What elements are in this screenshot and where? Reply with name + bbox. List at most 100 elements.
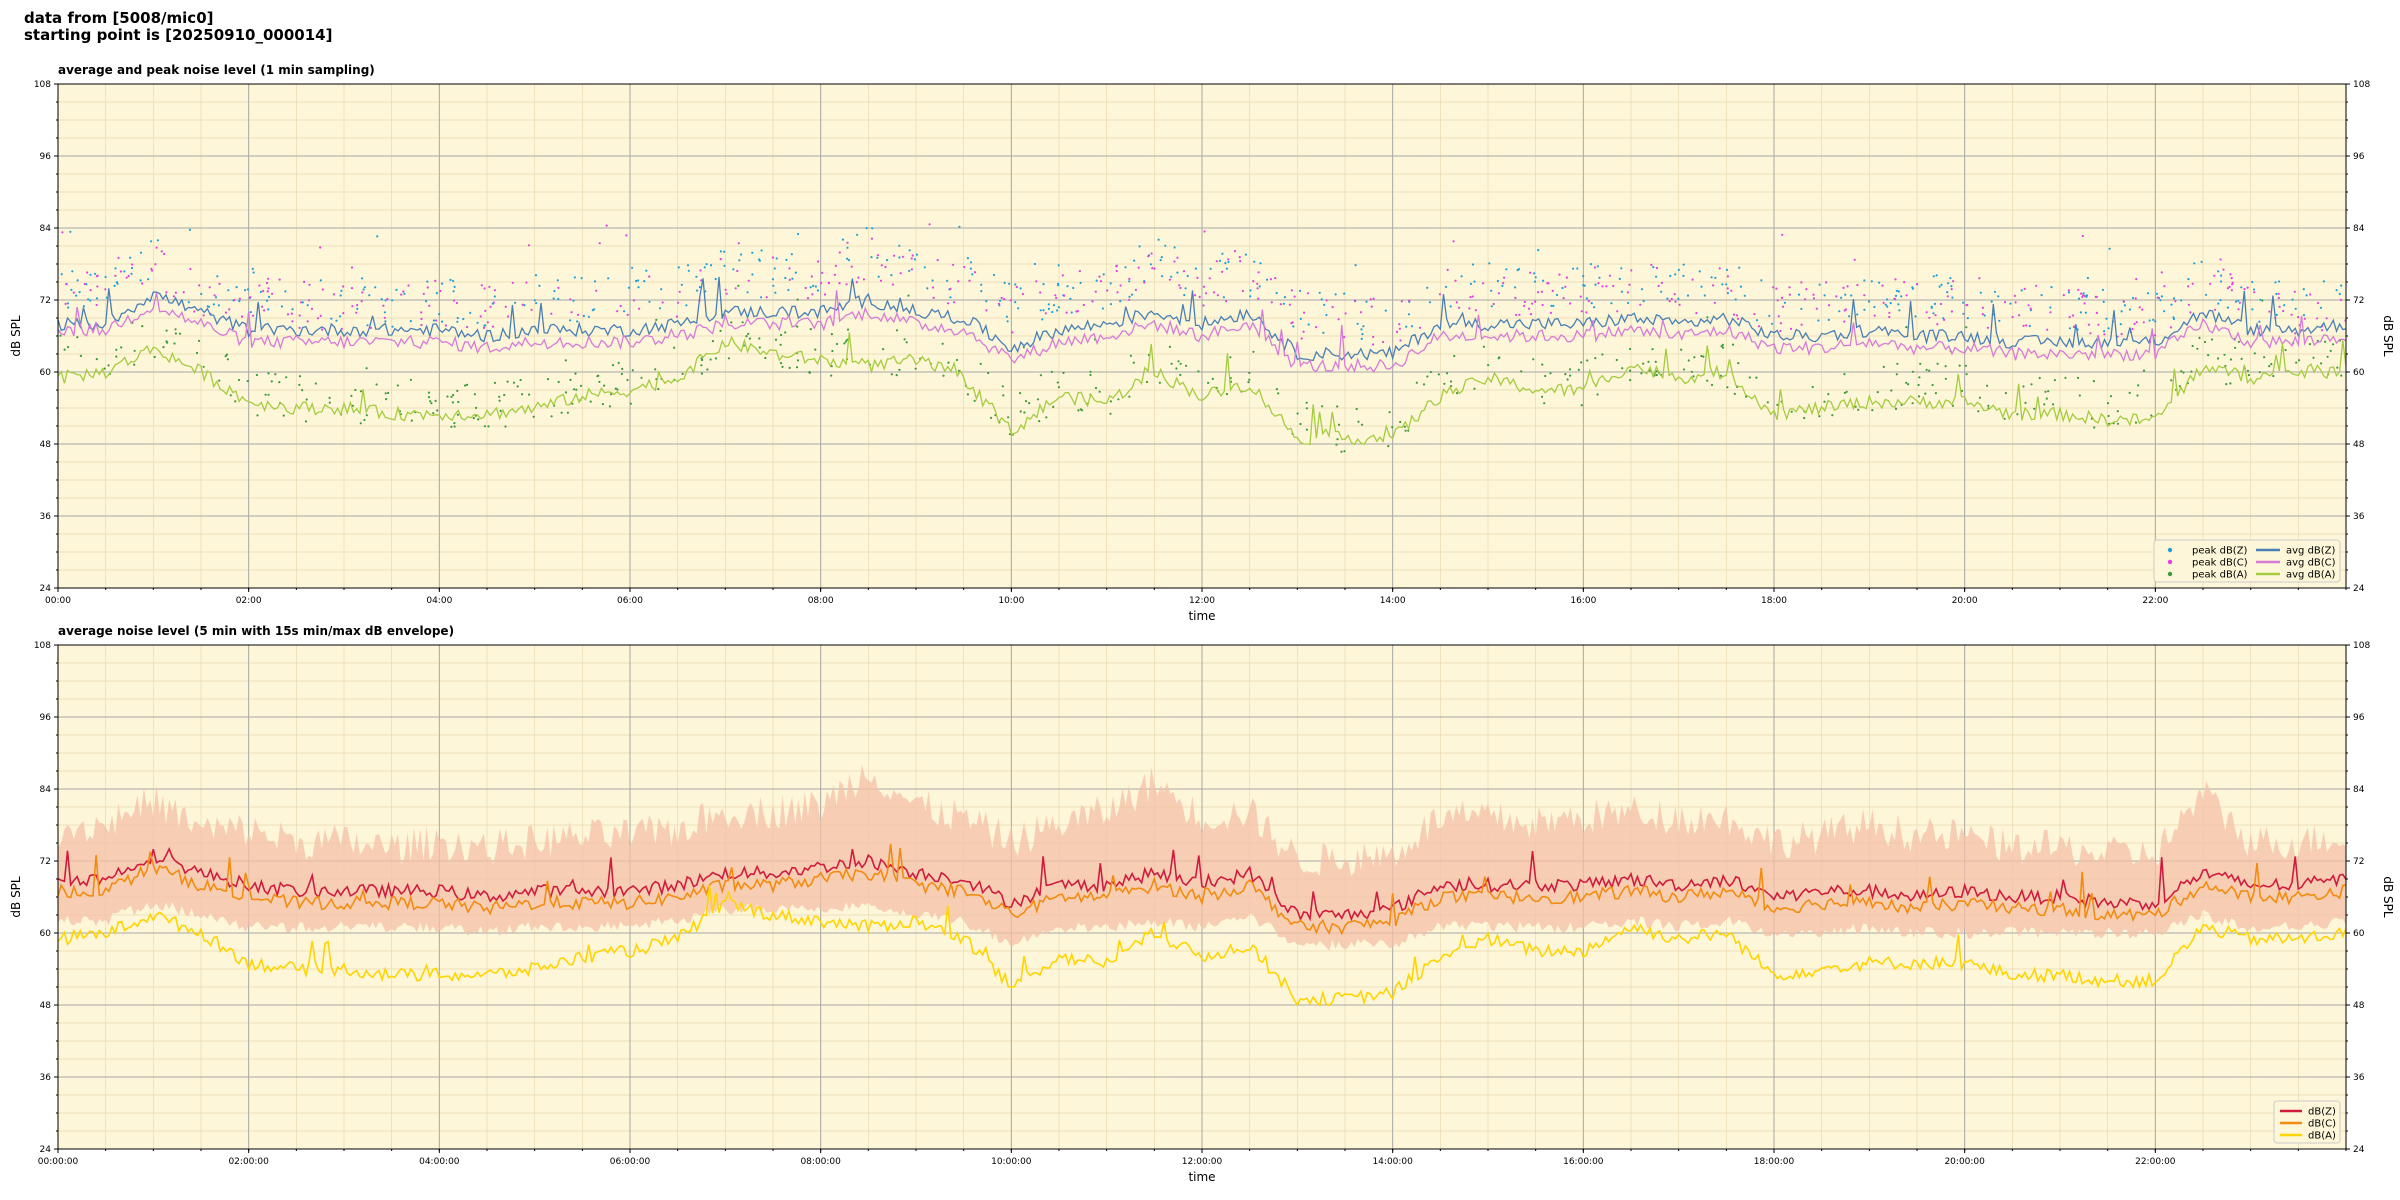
data-point (966, 257, 970, 260)
y-tick-label: 96 (40, 713, 52, 723)
data-point (1497, 292, 1500, 295)
data-point (178, 332, 182, 335)
data-point (1753, 313, 1756, 316)
data-point (491, 325, 495, 328)
data-point (1919, 362, 1922, 365)
data-point (2116, 422, 2120, 425)
data-point (527, 244, 531, 247)
data-point (1151, 267, 1154, 270)
data-point (1686, 294, 1690, 297)
data-point (1977, 410, 1980, 413)
data-point (1873, 314, 1876, 317)
data-point (855, 281, 859, 284)
data-point (67, 346, 70, 349)
data-point (2308, 343, 2312, 346)
data-point (117, 256, 120, 259)
data-point (255, 373, 258, 377)
data-point (2320, 329, 2324, 332)
data-point (1370, 305, 1373, 308)
data-point (1449, 380, 1453, 383)
data-point (1334, 293, 1337, 296)
data-point (1153, 267, 1156, 270)
data-point (1119, 284, 1122, 287)
plot-area (58, 764, 2346, 1007)
data-point (1651, 348, 1654, 351)
data-point (233, 299, 236, 302)
data-point (2068, 327, 2071, 330)
data-point (1340, 450, 1343, 453)
data-point (1800, 323, 1803, 326)
data-point (1678, 303, 1681, 306)
data-point (2187, 285, 2190, 288)
data-point (455, 301, 458, 305)
data-point (2170, 303, 2173, 306)
data-point (197, 339, 201, 342)
data-point (1279, 303, 1282, 306)
data-point (968, 279, 971, 282)
data-point (350, 394, 353, 397)
data-point (1983, 314, 1986, 317)
data-point (810, 275, 813, 278)
data-point (1305, 401, 1308, 404)
data-point (162, 346, 165, 349)
data-point (1299, 422, 1302, 426)
data-point (788, 267, 791, 270)
data-point (607, 277, 610, 280)
data-point (1673, 293, 1676, 296)
data-point (301, 301, 304, 304)
data-point (576, 320, 579, 323)
data-point (488, 285, 491, 288)
data-point (923, 266, 926, 269)
data-point (532, 415, 535, 418)
data-point (449, 278, 452, 281)
data-point (616, 388, 619, 391)
x-tick-label: 08:00:00 (800, 1157, 841, 1167)
data-point (1781, 305, 1785, 308)
y-tick-label: 72 (40, 296, 51, 306)
data-point (886, 259, 889, 262)
data-point (827, 281, 831, 285)
data-point (1033, 262, 1036, 266)
data-point (579, 384, 583, 387)
data-point (2302, 288, 2305, 291)
data-point (2275, 292, 2278, 296)
data-point (1827, 318, 1830, 321)
data-point (1541, 395, 1544, 398)
data-point (833, 273, 837, 276)
data-point (189, 267, 192, 271)
data-point (1164, 244, 1167, 247)
data-point (797, 232, 800, 236)
y-tick-label-right: 24 (2353, 584, 2365, 594)
data-point (1249, 295, 1252, 298)
data-point (1372, 335, 1375, 338)
data-point (1987, 404, 1990, 407)
data-point (1918, 376, 1921, 379)
data-point (1399, 339, 1402, 342)
data-point (409, 320, 412, 323)
data-point (1044, 312, 1047, 315)
data-point (78, 291, 81, 294)
data-point (2003, 301, 2007, 304)
data-point (2107, 414, 2110, 418)
data-point (528, 393, 531, 396)
data-point (2324, 340, 2327, 343)
data-point (95, 303, 98, 307)
data-point (493, 295, 496, 298)
data-point (569, 298, 572, 301)
data-point (1797, 293, 1801, 296)
data-point (441, 320, 444, 323)
data-point (2246, 286, 2249, 289)
data-point (298, 383, 301, 386)
data-point (95, 297, 99, 300)
data-point (310, 307, 314, 310)
data-point (466, 325, 469, 329)
data-point (2182, 371, 2185, 374)
data-point (2029, 307, 2032, 310)
data-point (1569, 374, 1572, 377)
data-point (784, 276, 787, 280)
data-point (512, 381, 516, 384)
data-point (926, 287, 929, 290)
data-point (2095, 311, 2098, 314)
data-point (787, 288, 790, 292)
data-point (1336, 405, 1339, 408)
